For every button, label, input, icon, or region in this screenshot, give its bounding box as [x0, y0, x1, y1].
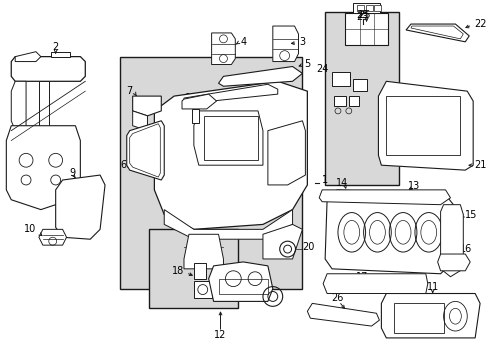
Text: 23: 23 [356, 10, 368, 20]
Polygon shape [319, 190, 449, 205]
Text: 24: 24 [316, 64, 328, 75]
Polygon shape [56, 175, 105, 239]
Polygon shape [126, 121, 164, 180]
Polygon shape [440, 205, 462, 277]
Text: 11: 11 [426, 282, 438, 292]
Bar [325, 12, 398, 185]
Bar [374, 5, 381, 11]
Text: 1: 1 [322, 175, 327, 185]
Bar [333, 96, 345, 106]
Text: 4: 4 [240, 37, 246, 47]
Polygon shape [6, 126, 80, 210]
Text: 23: 23 [356, 12, 368, 22]
Text: 7: 7 [126, 86, 132, 96]
Text: 12: 12 [214, 330, 226, 340]
Bar [393, 303, 443, 333]
Polygon shape [323, 274, 427, 293]
Text: 15: 15 [464, 210, 477, 220]
Text: 2: 2 [52, 42, 59, 52]
Polygon shape [267, 121, 305, 185]
Text: 26: 26 [330, 293, 343, 303]
Polygon shape [405, 24, 468, 42]
Polygon shape [381, 293, 479, 338]
Text: 3: 3 [299, 37, 305, 47]
Text: 9: 9 [69, 168, 75, 178]
Text: 13: 13 [407, 181, 419, 191]
Bar [331, 72, 349, 86]
Text: 17: 17 [355, 272, 367, 282]
Polygon shape [211, 33, 235, 64]
Bar [348, 96, 358, 106]
Polygon shape [307, 303, 379, 326]
Text: 10: 10 [23, 224, 36, 234]
Polygon shape [183, 84, 277, 104]
Polygon shape [132, 111, 147, 131]
Polygon shape [11, 81, 26, 131]
Polygon shape [11, 57, 85, 81]
Text: 20: 20 [268, 237, 279, 246]
Polygon shape [437, 254, 469, 271]
Polygon shape [208, 262, 272, 301]
Polygon shape [191, 109, 199, 123]
Bar [149, 229, 238, 308]
Polygon shape [183, 234, 223, 269]
Bar [203, 116, 258, 160]
Polygon shape [15, 52, 41, 62]
Polygon shape [263, 224, 302, 259]
Text: 16: 16 [459, 244, 471, 254]
Polygon shape [272, 26, 298, 62]
Text: 6: 6 [121, 160, 126, 170]
Polygon shape [218, 67, 302, 86]
Polygon shape [325, 190, 452, 274]
Bar [193, 263, 205, 279]
Bar [356, 5, 363, 11]
Bar [386, 96, 459, 155]
Polygon shape [193, 111, 263, 165]
Polygon shape [51, 52, 70, 57]
Polygon shape [164, 210, 292, 239]
Bar [352, 79, 366, 91]
Text: 21: 21 [473, 160, 486, 170]
Polygon shape [39, 229, 66, 245]
Polygon shape [39, 81, 49, 145]
Polygon shape [378, 81, 472, 170]
Text: 22: 22 [473, 19, 486, 29]
Text: 19: 19 [247, 288, 260, 297]
Polygon shape [154, 81, 307, 229]
Text: 14: 14 [335, 178, 347, 188]
Bar [365, 5, 372, 11]
Text: 5: 5 [304, 59, 310, 68]
Text: 18: 18 [171, 266, 183, 276]
Polygon shape [182, 94, 216, 109]
Polygon shape [132, 96, 161, 116]
Bar [344, 13, 387, 45]
Bar [193, 281, 211, 298]
Bar [352, 3, 380, 13]
Bar [120, 57, 302, 289]
Text: 8: 8 [183, 93, 190, 103]
Text: 20: 20 [302, 242, 314, 252]
Text: 25: 25 [358, 10, 370, 20]
